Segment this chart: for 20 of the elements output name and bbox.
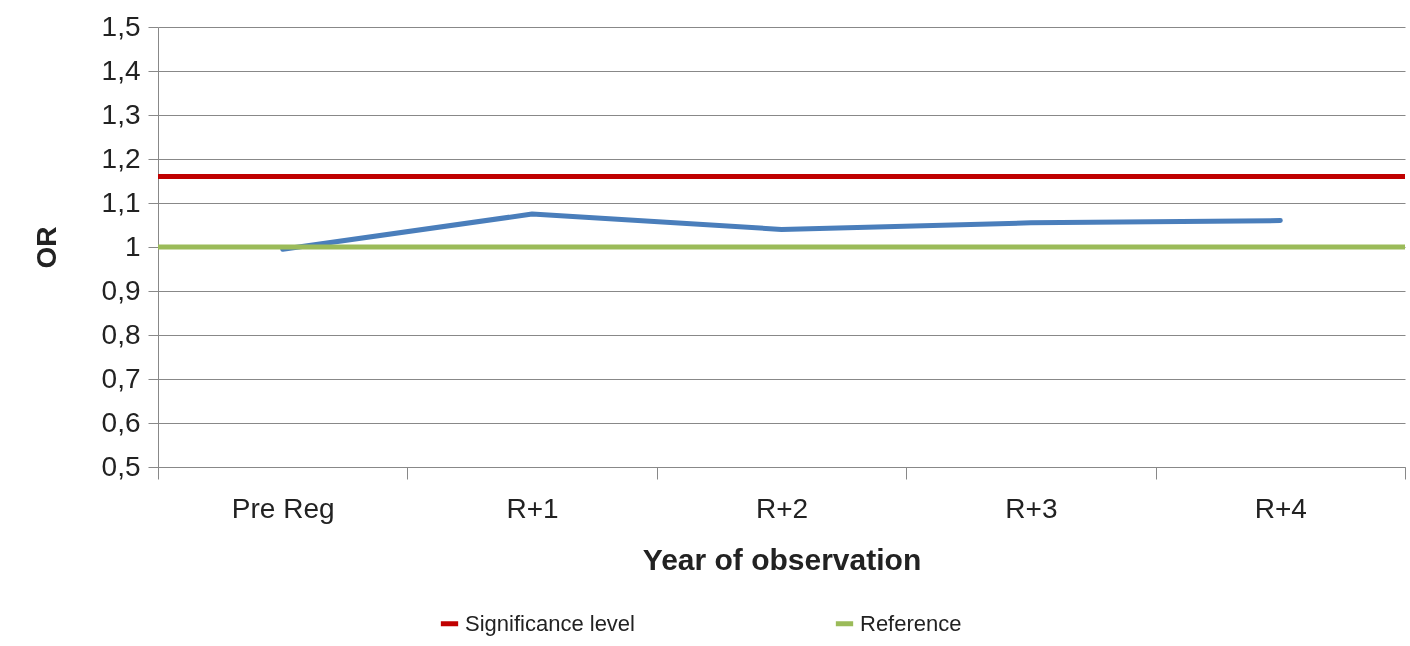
x-tick-label: Pre Reg [231,492,335,524]
y-axis-title: OR [30,226,62,269]
x-axis-title: Year of observation [642,542,922,576]
y-tick-label: 1,5 [101,10,141,42]
y-tick-label: 1,4 [101,54,141,86]
legend-label: Significance level [465,610,635,636]
y-tick-label: 0,5 [101,450,141,482]
y-tick-label: 1 [124,230,141,262]
y-tick-label: 0,8 [101,318,141,350]
y-tick-label: 1,1 [101,186,141,218]
x-tick-label: R+4 [1254,492,1307,524]
y-tick-label: 1,2 [101,142,141,174]
y-tick-label: 0,9 [101,274,141,306]
x-tick-label: R+3 [1005,492,1058,524]
y-tick-label: 0,7 [101,362,141,394]
legend-label: Reference [860,610,962,636]
x-tick-label: R+2 [755,492,809,524]
y-tick-label: 0,6 [101,406,141,438]
x-tick-label: R+1 [506,492,559,524]
y-tick-label: 1,3 [101,98,141,130]
